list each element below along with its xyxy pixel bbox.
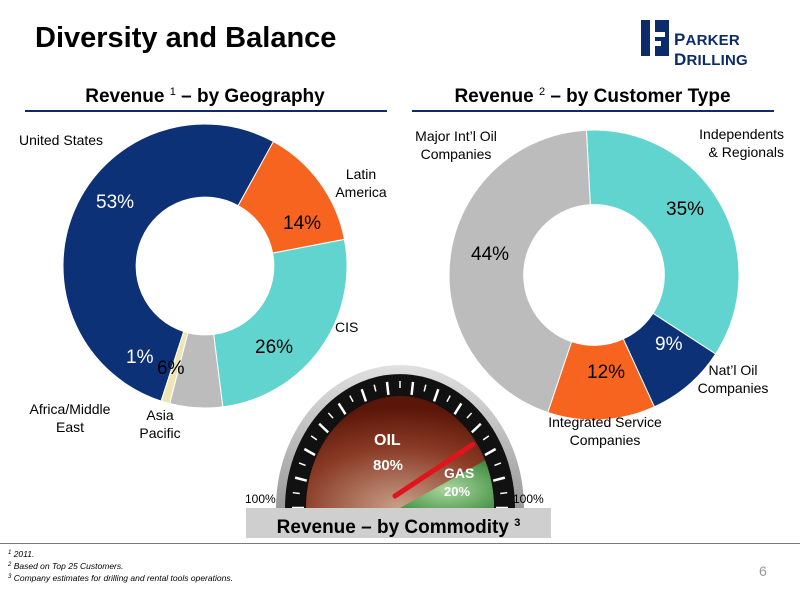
gauge-tick: [310, 435, 318, 441]
gauge-tick: [360, 388, 368, 402]
geo-pct-africa: 1%: [126, 347, 154, 368]
gauge-gas-pct: 20%: [444, 484, 471, 499]
gauge-tick: [385, 381, 390, 395]
cust-pct-integrated: 12%: [587, 362, 626, 383]
gauge-tick: [470, 422, 482, 434]
geo-pct-united-states: 53%: [96, 192, 135, 213]
parker-drilling-logo: [641, 20, 669, 56]
commodity-chart-title: Revenue – by Commodity 3: [246, 508, 551, 538]
footnote-1: 1 2011.: [8, 549, 35, 559]
cust-slice-major-int-l-oil-companies: [448, 129, 591, 414]
gauge-tick: [349, 395, 354, 403]
gauge-right-scale: 100%: [513, 492, 544, 506]
gauge-tick: [492, 476, 506, 482]
page-title: Diversity and Balance: [35, 22, 337, 54]
geo-pct-latin-america: 14%: [283, 213, 322, 234]
geo-slice-africa-middle-east: [160, 330, 189, 405]
geo-slice-united-states: [62, 123, 275, 402]
cust-slice-independents-regionals: [585, 129, 740, 355]
gauge-tick: [298, 462, 306, 467]
gauge-gas-label: GAS: [444, 465, 475, 481]
gauge-oil-label: OIL: [374, 432, 401, 449]
gauge-tick: [423, 384, 427, 392]
page-number: 6: [759, 563, 767, 579]
gauge-tick: [410, 381, 415, 395]
gauge-tick: [494, 462, 502, 467]
gauge-tick: [292, 491, 300, 495]
geography-chart-title: Revenue 1 – by Geography: [85, 86, 325, 107]
geography-donut-chart: [62, 123, 348, 409]
geo-slice-cis: [213, 238, 348, 408]
geography-title-rule: [25, 110, 387, 112]
footnote-3: 3 Company estimates for drilling and ren…: [8, 573, 233, 583]
customer-donut-chart: [448, 129, 740, 421]
gauge-tick: [303, 447, 316, 457]
geo-label-united-states: United States: [19, 132, 104, 148]
customer-title-rule: [412, 110, 774, 112]
cust-label-natl-oil: Nat’l Oil Companies: [697, 362, 769, 396]
footer-divider: [0, 543, 800, 544]
geo-label-africa-middle-east: Africa/Middle East: [29, 401, 111, 435]
cust-pct-natl-oil: 9%: [655, 334, 683, 355]
gauge-tick: [482, 435, 490, 441]
cust-pct-independents: 35%: [666, 199, 705, 220]
gauge-tick: [484, 447, 497, 457]
gauge-oil-pct: 80%: [373, 457, 404, 474]
cust-label-major-intl: Major Int’l Oil Companies: [415, 128, 497, 162]
gauge-tick: [294, 476, 308, 482]
customer-chart-title: Revenue 2 – by Customer Type: [454, 86, 731, 107]
gauge-tick: [432, 388, 440, 402]
footnote-2: 2 Based on Top 25 Customers.: [8, 561, 124, 571]
cust-label-integrated: Integrated Service Companies: [548, 414, 662, 448]
geo-label-latin-america: Latin America: [335, 166, 387, 200]
gauge-tick: [500, 491, 508, 495]
geo-label-cis: CIS: [335, 319, 359, 335]
cust-pct-major-intl: 44%: [471, 244, 510, 265]
geo-pct-asia-pacific: 6%: [157, 358, 185, 379]
logo-text: PARKER DRILLING: [674, 30, 748, 69]
geo-label-asia-pacific: Asia Pacific: [139, 407, 181, 441]
gauge-tick: [318, 422, 330, 434]
geo-pct-cis: 26%: [255, 337, 294, 358]
gauge-tick: [373, 384, 377, 392]
gauge-left-scale: 100%: [245, 492, 276, 506]
gauge-tick: [327, 412, 334, 419]
cust-label-independents: Independents & Regionals: [699, 126, 784, 160]
